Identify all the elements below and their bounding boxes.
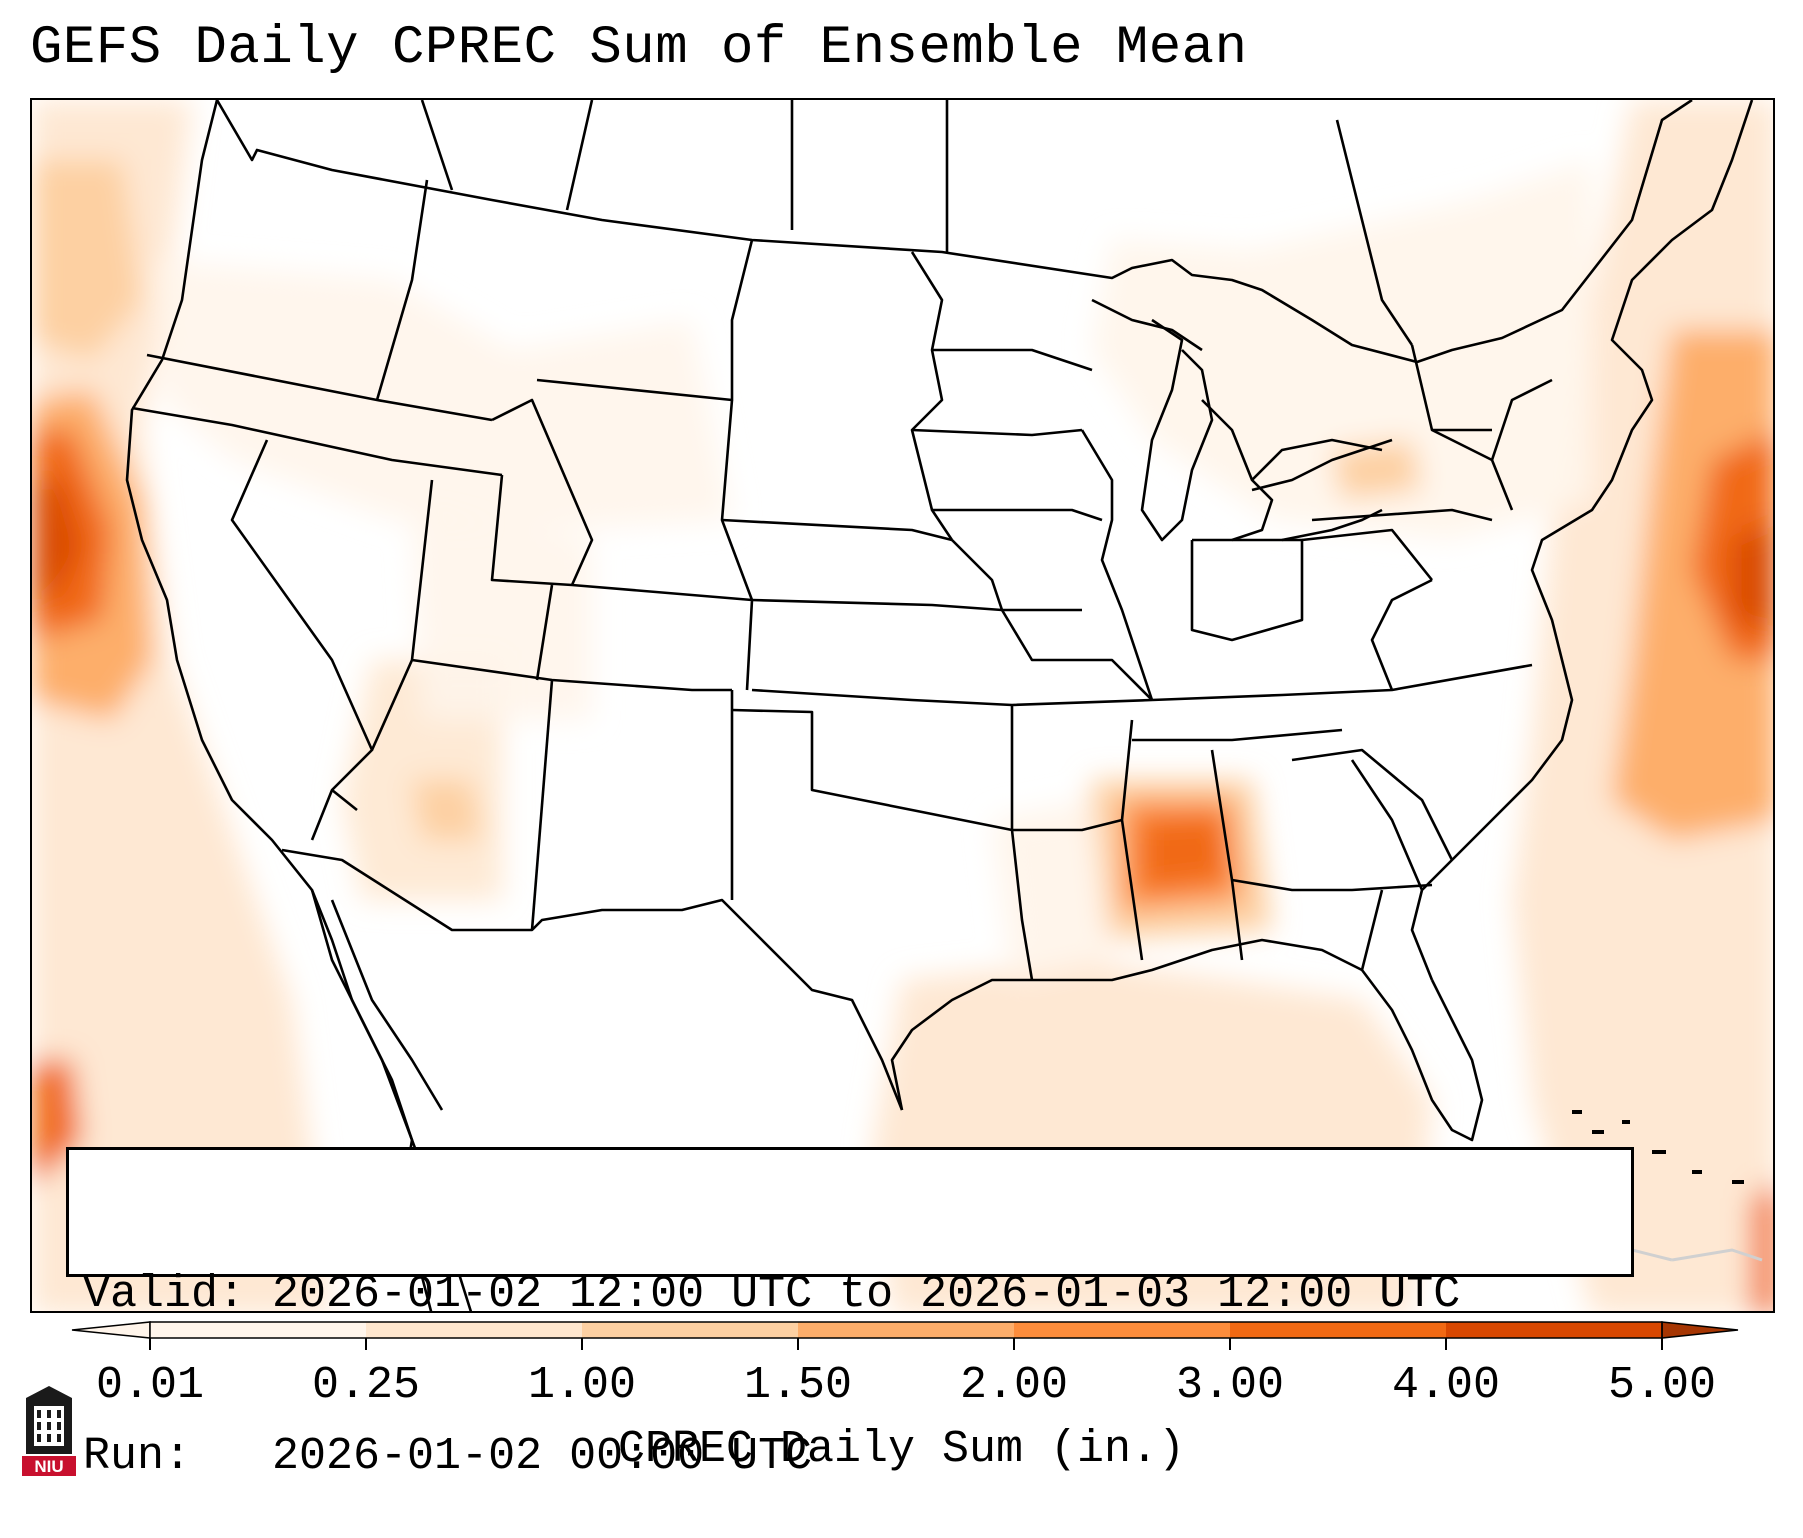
valid-run-info-box: Valid: 2026-01-02 12:00 UTC to 2026-01-0… [66,1147,1634,1482]
state-boundaries [125,100,1754,1311]
colorbar-tick-label: 1.50 [743,1360,853,1411]
niu-logo: NIU [22,1386,76,1476]
valid-time-text: Valid: 2026-01-02 12:00 UTC to 2026-01-0… [83,1269,1461,1320]
chart-title: GEFS Daily CPREC Sum of Ensemble Mean [30,18,1248,79]
colorbar-tick-label: 0.25 [311,1360,421,1411]
logo-text: NIU [34,1457,63,1476]
precip-map [32,100,1773,1311]
map-panel [30,98,1775,1313]
colorbar-tick-label: 3.00 [1175,1360,1285,1411]
precip-shading [32,100,1773,1311]
colorbar-tick-label: 2.00 [959,1360,1069,1411]
colorbar-label: CPREC Daily Sum (in.) [617,1424,1186,1475]
colorbar-tick-label: 5.00 [1607,1360,1717,1411]
colorbar-tick-label: 1.00 [527,1360,637,1411]
colorbar-extend-right [1661,1321,1739,1339]
colorbar-tick-label: 0.01 [95,1360,205,1411]
run-time-text: Run: 2026-01-02 00:00 UTC [83,1431,813,1482]
bahamas-islands [1572,1110,1744,1184]
colorbar-tick-label: 4.00 [1391,1360,1501,1411]
